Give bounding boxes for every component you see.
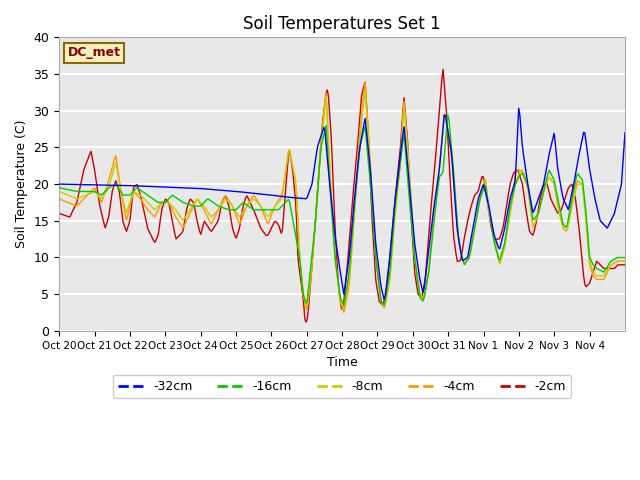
-2cm — [55, 211, 63, 216]
-16cm — [231, 207, 239, 213]
-4cm — [572, 187, 579, 192]
-2cm — [439, 66, 447, 72]
-8cm — [401, 117, 409, 122]
-2cm — [302, 319, 310, 325]
-32cm — [400, 124, 408, 130]
-4cm — [340, 310, 348, 315]
-32cm — [55, 181, 63, 187]
-16cm — [55, 185, 63, 191]
-16cm — [373, 265, 381, 271]
-32cm — [572, 172, 579, 178]
-4cm — [55, 196, 63, 202]
Legend: -32cm, -16cm, -8cm, -4cm, -2cm: -32cm, -16cm, -8cm, -4cm, -2cm — [113, 375, 572, 398]
-8cm — [374, 275, 382, 280]
-4cm — [231, 210, 239, 216]
-16cm — [572, 179, 579, 185]
Line: -4cm: -4cm — [59, 82, 625, 312]
-4cm — [361, 79, 369, 85]
-2cm — [231, 234, 239, 240]
-32cm — [231, 189, 239, 194]
-32cm — [472, 207, 480, 213]
Line: -16cm: -16cm — [59, 115, 625, 305]
Title: Soil Temperatures Set 1: Soil Temperatures Set 1 — [243, 15, 441, 33]
-2cm — [572, 195, 579, 201]
-32cm — [294, 195, 301, 201]
-32cm — [372, 240, 380, 246]
-2cm — [474, 190, 481, 195]
-2cm — [373, 284, 381, 290]
-16cm — [294, 244, 301, 250]
-8cm — [474, 211, 481, 216]
-2cm — [294, 252, 301, 258]
-8cm — [55, 189, 63, 194]
-8cm — [231, 207, 239, 213]
-2cm — [400, 95, 408, 100]
-8cm — [361, 86, 369, 92]
-32cm — [515, 105, 522, 111]
-4cm — [474, 211, 481, 216]
-16cm — [444, 112, 452, 118]
X-axis label: Time: Time — [326, 356, 358, 369]
-4cm — [621, 258, 629, 264]
-16cm — [621, 254, 629, 260]
-4cm — [401, 114, 409, 120]
-8cm — [621, 258, 629, 264]
-8cm — [572, 189, 579, 195]
-16cm — [340, 302, 348, 308]
Text: DC_met: DC_met — [68, 47, 121, 60]
-16cm — [400, 132, 408, 137]
-32cm — [621, 130, 629, 136]
Line: -32cm: -32cm — [59, 108, 625, 300]
-2cm — [621, 262, 629, 268]
-8cm — [294, 216, 301, 222]
Line: -8cm: -8cm — [59, 89, 625, 309]
-8cm — [340, 306, 348, 312]
-32cm — [380, 297, 388, 302]
Y-axis label: Soil Temperature (C): Soil Temperature (C) — [15, 120, 28, 248]
-4cm — [294, 216, 301, 222]
-4cm — [374, 275, 382, 280]
-16cm — [474, 211, 481, 216]
Line: -2cm: -2cm — [59, 69, 625, 322]
